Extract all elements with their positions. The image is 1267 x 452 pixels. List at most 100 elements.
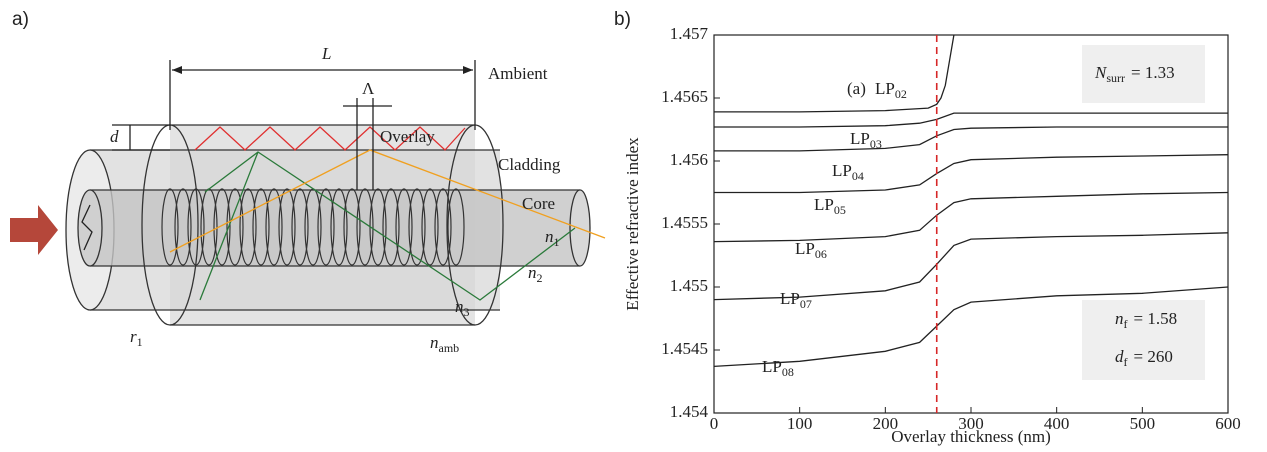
symbol: n [528, 263, 537, 282]
y-tick-label: 1.456 [670, 150, 708, 169]
subscript: 06 [815, 247, 827, 261]
curve [714, 35, 955, 113]
y-tick-label: 1.4565 [661, 87, 708, 106]
grating-ring [265, 188, 283, 266]
mode-label: LP04 [832, 161, 864, 183]
symbol: LP [850, 129, 870, 148]
subscript: 07 [800, 297, 812, 311]
core-end [77, 189, 103, 267]
curve [714, 191, 1228, 243]
symbol: LP [875, 79, 895, 98]
grating-ring [278, 188, 296, 266]
grating-ring [317, 188, 335, 266]
value: = 1.58 [1134, 309, 1178, 328]
mode-label: LP02 [875, 79, 907, 101]
overlay-label: Overlay [380, 127, 435, 146]
curve [714, 286, 1228, 368]
value: = 260 [1134, 347, 1173, 366]
y-axis-label: Effective refractive index [623, 137, 642, 311]
thickness-label: d [110, 127, 119, 146]
cladding-ray [199, 151, 259, 301]
x-tick-label: 400 [1044, 414, 1070, 433]
n3-label: n3 [455, 297, 470, 319]
panel-label: a) [12, 9, 29, 30]
grating-ring [356, 188, 374, 266]
overlay-ray [194, 126, 466, 151]
core-ray [169, 149, 606, 253]
symbol: LP [780, 289, 800, 308]
subscript: amb [439, 341, 460, 355]
grating-ring [434, 188, 452, 266]
subscript: surr [1106, 71, 1125, 85]
subplot-label: (a) [847, 79, 866, 98]
grating-ring [161, 188, 179, 266]
subscript: 03 [870, 137, 882, 151]
subscript: 08 [782, 365, 794, 379]
x-tick-label: 200 [873, 414, 899, 433]
subscript: 1 [137, 335, 143, 349]
symbol: LP [795, 239, 815, 258]
n2-label: n2 [528, 263, 543, 285]
grating-ring [252, 188, 270, 266]
grating-ring [408, 188, 426, 266]
grating-ring [213, 188, 231, 266]
arrowhead [172, 66, 182, 74]
subscript: 04 [852, 169, 864, 183]
subscript: 1 [554, 235, 560, 249]
grating-ring [330, 188, 348, 266]
curve [714, 232, 1228, 301]
symbol: d [1115, 347, 1124, 366]
grating-ring [343, 188, 361, 266]
subscript: f [1124, 355, 1128, 369]
grating-ring [174, 188, 192, 266]
annotation-box [1082, 300, 1205, 380]
symbol: n [545, 227, 554, 246]
subscript: 02 [895, 87, 907, 101]
curve [714, 126, 1228, 152]
y-tick-label: 1.4545 [661, 339, 708, 358]
mode-label: LP06 [795, 239, 827, 261]
symbol: LP [814, 195, 834, 214]
grating-ring [395, 188, 413, 266]
subscript: 05 [834, 203, 846, 217]
symbol: r [130, 327, 137, 346]
y-tick-label: 1.457 [670, 24, 709, 43]
n1-label: n1 [545, 227, 560, 249]
grating-ring [291, 188, 309, 266]
symbol: n [455, 297, 464, 316]
cladding-label: Cladding [498, 155, 561, 174]
annotation-box [1082, 45, 1205, 103]
diagram: a) L Λ d Ambient Overlay Cladding Core [10, 9, 606, 326]
grating-ring [239, 188, 257, 266]
value: = 1.33 [1131, 63, 1175, 82]
y-tick-label: 1.4555 [661, 213, 708, 232]
subscript: 3 [464, 305, 470, 319]
r1-label: r1 [130, 327, 143, 349]
symbol: n [1115, 309, 1124, 328]
ambient-label: Ambient [488, 64, 548, 83]
subscript: f [1124, 317, 1128, 331]
x-tick-label: 0 [710, 414, 719, 433]
symbol: N [1094, 63, 1108, 82]
d-f-label: df = 260 [1115, 347, 1173, 369]
mode-label: LP07 [780, 289, 812, 311]
n-f-label: nf = 1.58 [1115, 309, 1177, 331]
x-tick-label: 500 [1130, 414, 1156, 433]
x-axis-label: Overlay thickness (nm) [891, 427, 1051, 446]
mode-label: LP05 [814, 195, 846, 217]
y-tick-label: 1.455 [670, 276, 708, 295]
core-label: Core [522, 194, 555, 213]
grating-ring [382, 188, 400, 266]
x-tick-label: 600 [1215, 414, 1241, 433]
grating-ring [226, 188, 244, 266]
grating [161, 188, 465, 266]
panel-label: b) [614, 9, 631, 30]
x-tick-label: 100 [787, 414, 813, 433]
y-tick-label: 1.454 [670, 402, 709, 421]
chart: b) (a) Overlay thickness (nm) Effective … [614, 9, 1229, 446]
input-arrow [10, 205, 58, 255]
arrowhead [463, 66, 473, 74]
length-label: L [321, 44, 331, 63]
symbol: LP [762, 357, 782, 376]
